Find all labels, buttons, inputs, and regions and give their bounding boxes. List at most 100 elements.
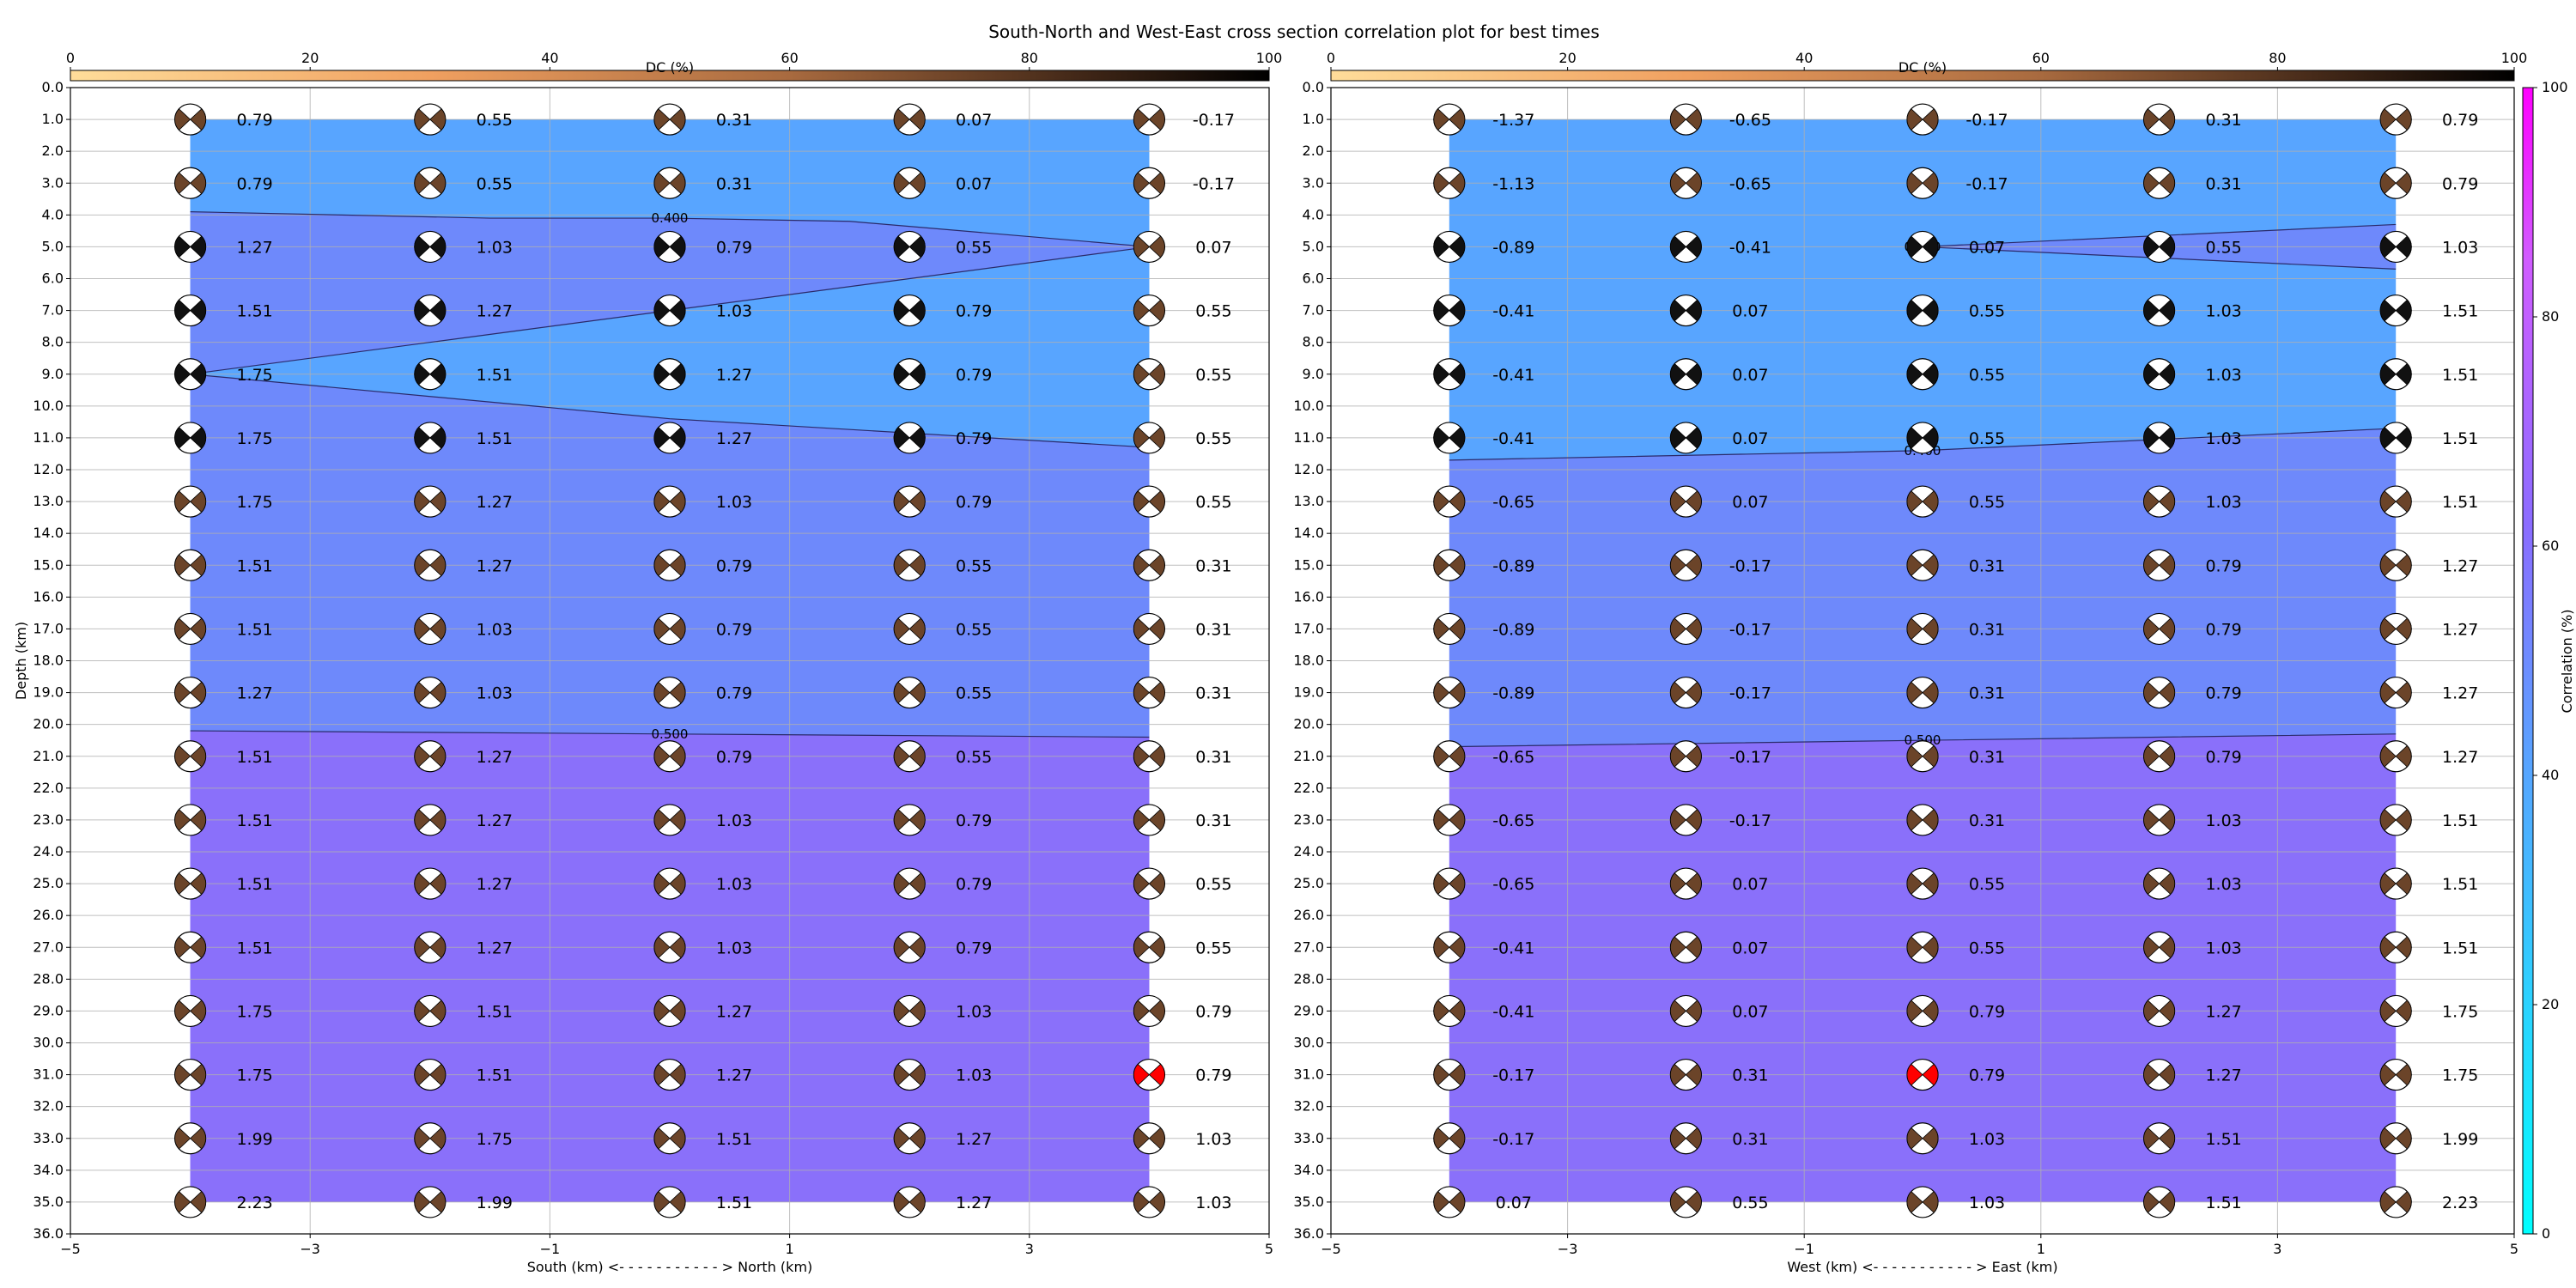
correlation-value-label: 0.55 xyxy=(1969,939,2005,957)
y-tick-label: 14.0 xyxy=(1293,525,1324,541)
beachball xyxy=(1433,103,1466,136)
dc-colorbar xyxy=(70,70,1270,82)
correlation-value-label: 0.07 xyxy=(956,174,992,193)
beachball-quadrant xyxy=(1922,362,1939,386)
beachball-quadrant xyxy=(429,617,447,641)
beachball-quadrant xyxy=(1685,427,1702,449)
beachball-quadrant xyxy=(653,172,671,195)
beachball-quadrant xyxy=(1669,872,1686,895)
correlation-colorbar-tick-label: 40 xyxy=(2542,767,2559,783)
beachball xyxy=(893,931,926,963)
beachball-quadrant xyxy=(190,235,207,258)
beachball-quadrant xyxy=(1148,1191,1165,1213)
beachball-quadrant xyxy=(190,999,207,1023)
y-tick-label: 29.0 xyxy=(33,1002,64,1018)
correlation-value-label: 1.51 xyxy=(236,302,272,321)
beachball-quadrant xyxy=(893,617,910,641)
dc-tick-label: 20 xyxy=(1558,50,1576,66)
y-tick-label: 35.0 xyxy=(1293,1194,1324,1210)
correlation-value-label: 0.31 xyxy=(1195,748,1231,767)
beachball-quadrant xyxy=(1669,108,1686,131)
beachball-quadrant xyxy=(190,809,207,831)
contour-label: 0.500 xyxy=(652,726,689,742)
beachball xyxy=(1906,549,1939,581)
correlation-value-label: 1.51 xyxy=(2442,366,2478,385)
correlation-value-label: -0.89 xyxy=(1492,620,1534,639)
correlation-value-label: -0.65 xyxy=(1492,875,1534,894)
beachball-quadrant xyxy=(1922,427,1939,449)
beachball-quadrant xyxy=(1922,1063,1939,1086)
correlation-value-label: 1.27 xyxy=(716,366,752,385)
y-tick-label: 15.0 xyxy=(33,556,64,573)
correlation-colorbar-gradient xyxy=(2522,87,2534,1235)
y-tick-label: 10.0 xyxy=(1293,398,1324,414)
correlation-value-label: 0.55 xyxy=(2205,238,2241,257)
beachball-quadrant xyxy=(1148,999,1165,1023)
beachball xyxy=(653,1122,686,1155)
beachball-quadrant xyxy=(1449,172,1466,195)
beachball xyxy=(1133,358,1166,391)
beachball-quadrant xyxy=(2159,108,2176,131)
correlation-colorbar-tick-label: 100 xyxy=(2542,79,2568,95)
beachball-quadrant xyxy=(1133,490,1150,513)
beachball-quadrant xyxy=(2159,554,2176,577)
beachball xyxy=(174,1186,207,1218)
beachball-quadrant xyxy=(893,872,910,895)
beachball-quadrant xyxy=(2379,1063,2397,1086)
correlation-value-label: 0.31 xyxy=(1969,556,2005,575)
correlation-value-label: 1.75 xyxy=(236,1002,272,1021)
beachball xyxy=(653,612,686,646)
correlation-value-label: 0.31 xyxy=(1195,684,1231,703)
beachball xyxy=(1133,740,1166,773)
correlation-value-label: 1.51 xyxy=(477,1002,513,1021)
dc-tick-label: 80 xyxy=(2269,50,2286,66)
beachball-quadrant xyxy=(653,490,671,513)
correlation-colorbar-tick-label: 20 xyxy=(2542,996,2559,1012)
beachball xyxy=(1433,167,1466,199)
beachball xyxy=(1669,422,1703,454)
y-tick-label: 27.0 xyxy=(1293,939,1324,955)
x-tick-label: 3 xyxy=(1025,1241,1034,1257)
beachball-quadrant xyxy=(429,999,447,1023)
x-tick-label: 5 xyxy=(1265,1241,1273,1257)
correlation-value-label: 1.03 xyxy=(2205,493,2241,512)
beachball-quadrant xyxy=(2395,235,2412,258)
beachball-quadrant xyxy=(1449,1191,1466,1213)
beachball xyxy=(2143,167,2176,199)
beachball xyxy=(1133,167,1166,199)
beachball-quadrant xyxy=(1148,1127,1165,1150)
beachball-quadrant xyxy=(2159,1063,2176,1086)
beachball xyxy=(1433,294,1466,327)
beachball-quadrant xyxy=(1148,744,1165,768)
dc-tick-label: 0 xyxy=(1327,50,1335,66)
beachball-quadrant xyxy=(669,936,686,959)
beachball-quadrant xyxy=(414,617,431,641)
beachball-quadrant xyxy=(2395,362,2412,386)
beachball xyxy=(414,294,447,327)
beachball-quadrant xyxy=(190,427,207,449)
figure-title: South-North and West-East cross section … xyxy=(988,21,1600,42)
beachball-quadrant xyxy=(908,999,926,1023)
beachball-quadrant xyxy=(669,744,686,768)
beachball-quadrant xyxy=(669,1127,686,1150)
beachball xyxy=(653,485,686,518)
beachball-quadrant xyxy=(429,362,447,386)
correlation-value-label: 1.03 xyxy=(1969,1130,2005,1149)
beachball xyxy=(2379,994,2412,1028)
correlation-value-label: 0.79 xyxy=(2205,684,2241,703)
correlation-value-label: 1.27 xyxy=(716,1066,752,1085)
beachball-quadrant xyxy=(1148,554,1165,577)
dc-tick-label: 80 xyxy=(1021,50,1038,66)
correlation-value-label: -0.17 xyxy=(1492,1130,1534,1149)
beachball-quadrant xyxy=(653,362,671,386)
beachball-quadrant xyxy=(1133,427,1150,449)
beachball-quadrant xyxy=(653,1191,671,1213)
beachball xyxy=(174,167,207,199)
x-tick-label: −5 xyxy=(60,1241,81,1257)
y-tick-label: 13.0 xyxy=(33,493,64,509)
beachball-quadrant xyxy=(429,872,447,895)
dc-colorbar-label: DC (%) xyxy=(1899,59,1947,76)
beachball xyxy=(1669,612,1703,646)
correlation-value-label: 1.99 xyxy=(2442,1130,2478,1149)
